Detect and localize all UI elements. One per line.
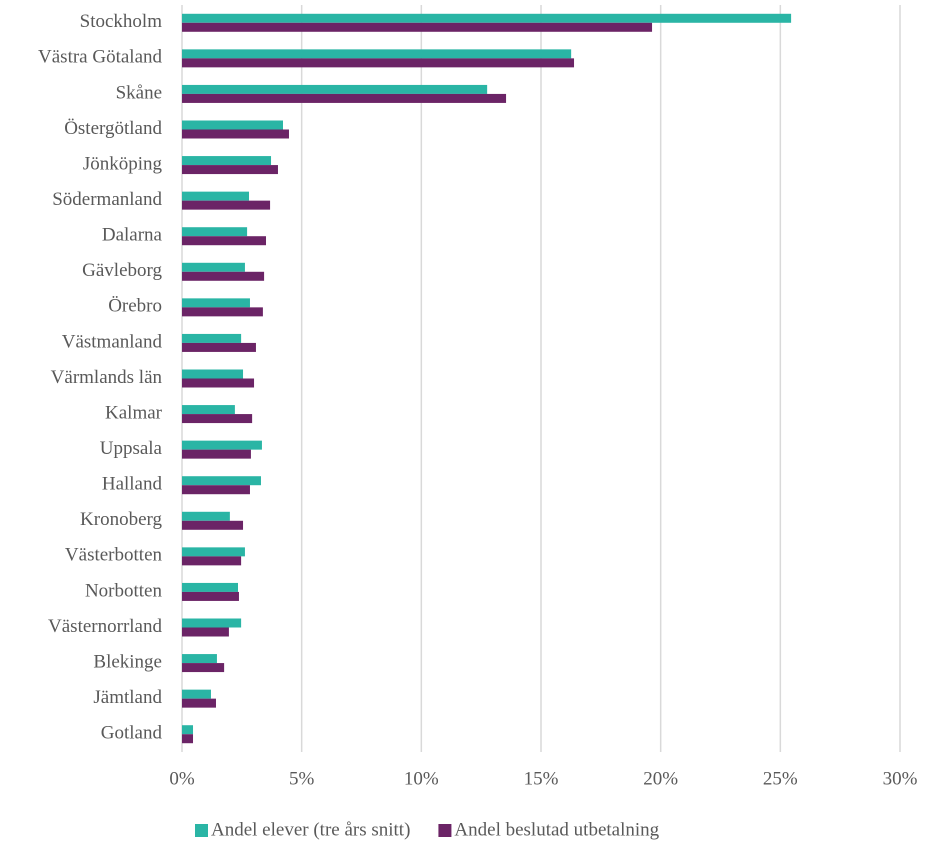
- y-tick-label: Kalmar: [105, 402, 163, 423]
- y-tick-label: Värmlands län: [51, 367, 163, 388]
- bar: [182, 556, 242, 566]
- y-tick-label: Norbotten: [85, 580, 163, 601]
- bar: [182, 13, 792, 23]
- y-tick-label: Västra Götaland: [38, 47, 162, 68]
- bar: [182, 627, 229, 637]
- bar: [182, 689, 211, 699]
- bar: [182, 369, 244, 379]
- bar: [182, 200, 271, 210]
- bar: [182, 734, 194, 744]
- y-tick-label: Västernorrland: [48, 616, 162, 637]
- y-tick-label: Kronoberg: [80, 509, 162, 530]
- bar: [182, 405, 235, 415]
- legend-swatch: [438, 824, 452, 837]
- y-tick-label: Halland: [102, 474, 163, 495]
- bar: [182, 485, 250, 495]
- bar: [182, 333, 242, 343]
- bar: [182, 582, 239, 592]
- bar: [182, 156, 272, 166]
- y-tick-label: Södermanland: [52, 189, 162, 210]
- bar: [182, 725, 194, 735]
- y-tick-label: Västerbotten: [65, 545, 163, 566]
- x-tick-label: 10%: [404, 768, 439, 789]
- bar: [182, 476, 261, 486]
- x-tick-label: 30%: [883, 768, 918, 789]
- bar: [182, 191, 250, 201]
- bar: [182, 236, 267, 246]
- x-tick-label: 5%: [289, 768, 315, 789]
- bar: [182, 262, 245, 272]
- bar: [182, 120, 283, 130]
- bar: [182, 298, 250, 308]
- bar: [182, 84, 488, 94]
- y-tick-label: Uppsala: [100, 438, 163, 459]
- x-tick-label: 15%: [524, 768, 559, 789]
- y-tick-label: Dalarna: [102, 225, 163, 246]
- bar: [182, 22, 653, 32]
- bar: [182, 271, 265, 281]
- bar: [182, 93, 507, 103]
- bar: [182, 414, 253, 424]
- x-tick-label: 20%: [643, 768, 678, 789]
- bar: [182, 378, 255, 388]
- bar: [182, 520, 244, 530]
- y-tick-label: Gotland: [101, 723, 163, 744]
- bar: [182, 307, 263, 317]
- bar: [182, 591, 239, 601]
- x-tick-label: 25%: [763, 768, 798, 789]
- y-tick-label: Västmanland: [62, 331, 163, 352]
- y-tick-label: Skåne: [116, 82, 162, 103]
- y-tick-label: Stockholm: [80, 11, 163, 32]
- y-tick-label: Gävleborg: [82, 260, 162, 281]
- bar: [182, 698, 216, 708]
- bar: [182, 440, 262, 450]
- bar: [182, 547, 245, 557]
- bar: [182, 618, 242, 628]
- bar: [182, 654, 217, 664]
- bar: [182, 58, 575, 68]
- x-tick-label: 0%: [169, 768, 195, 789]
- bar: [182, 511, 230, 521]
- y-tick-label: Jämtland: [93, 687, 162, 708]
- bar: [182, 129, 289, 139]
- bar: [182, 342, 256, 352]
- legend-label: Andel beslutad utbetalning: [454, 819, 659, 840]
- legend-swatch: [195, 824, 208, 837]
- legend-label: Andel elever (tre års snitt): [211, 819, 410, 840]
- y-tick-label: Örebro: [108, 296, 162, 317]
- y-tick-label: Östergötland: [64, 118, 162, 139]
- y-tick-label: Jönköping: [83, 153, 163, 174]
- bar: [182, 227, 248, 237]
- bar: [182, 49, 572, 59]
- bar: [182, 165, 278, 175]
- bar: [182, 663, 225, 673]
- y-tick-label: Blekinge: [93, 651, 162, 672]
- bar: [182, 449, 251, 459]
